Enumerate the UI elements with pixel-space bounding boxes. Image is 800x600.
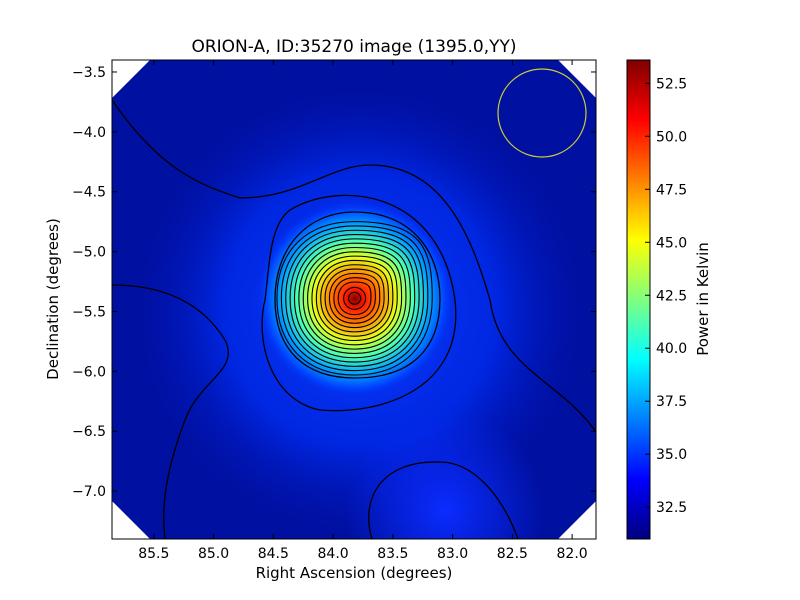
- colorbar-tick-label: 50.0: [656, 129, 687, 145]
- colorbar-tick-label: 37.5: [656, 394, 687, 410]
- contour-ring: [298, 242, 411, 354]
- contour-lines: [112, 99, 596, 539]
- contour-ring: [337, 281, 372, 316]
- y-axis: −3.5 −4.0 −4.5 −5.0 −5.5 −6.0 −6.5 −7.0: [72, 65, 596, 500]
- colorbar-tick-label: 40.0: [656, 341, 687, 357]
- colorbar-tick-label: 32.5: [656, 500, 687, 516]
- y-tick-label: −5.0: [72, 245, 106, 261]
- contour-ring: [302, 246, 407, 350]
- x-tick-label: 85.5: [138, 546, 169, 562]
- y-tick-label: −6.5: [72, 424, 106, 440]
- contour-ring: [333, 277, 376, 320]
- contour-ring: [285, 229, 425, 367]
- colorbar-tick-label: 45.0: [656, 235, 687, 251]
- y-tick-label: −6.0: [72, 364, 106, 380]
- contour-ring: [289, 234, 420, 363]
- colorbar: 32.5 35.0 37.5 40.0 42.5 45.0 47.5 50.0 52.5 Pow…: [626, 59, 712, 540]
- contour-ring: [276, 221, 433, 376]
- colorbar-tick-label: 52.5: [656, 76, 687, 92]
- contour-ring: [315, 259, 394, 337]
- colorbar-tick-label: 47.5: [656, 182, 687, 198]
- contour-ring: [280, 225, 429, 372]
- contour-ring: [307, 251, 403, 346]
- x-tick-label: 84.5: [258, 546, 289, 562]
- chart-title: ORION-A, ID:35270 image (1395.0,YY): [191, 37, 516, 57]
- colorbar-tick-label: 42.5: [656, 288, 687, 304]
- colorbar-gradient: [626, 59, 651, 540]
- contour-ring: [343, 286, 367, 310]
- contour-ring: [293, 238, 416, 359]
- colorbar-tick-label: 35.0: [656, 447, 687, 463]
- x-tick-label: 82.5: [497, 546, 528, 562]
- y-tick-label: −7.0: [72, 484, 106, 500]
- contour-ring: [328, 272, 381, 324]
- plot-frame: [111, 59, 597, 540]
- y-tick-label: −3.5: [72, 65, 106, 81]
- x-tick-label: 83.5: [377, 546, 408, 562]
- contour-ring: [324, 268, 385, 329]
- x-tick-label: 85.0: [198, 546, 229, 562]
- y-axis-label: Declination (degrees): [44, 218, 62, 380]
- heatmap-image: [112, 60, 596, 539]
- x-tick-label: 83.0: [437, 546, 468, 562]
- contour-ring: [311, 255, 398, 342]
- beam-circle: [497, 68, 587, 158]
- x-axis: 85.5 85.0 84.5 84.0 83.5 83.0 82.5 82.0: [138, 60, 588, 562]
- x-tick-label: 82.0: [557, 546, 588, 562]
- y-tick-label: −5.5: [72, 304, 106, 320]
- y-tick-label: −4.0: [72, 125, 106, 141]
- contour-ring: [348, 291, 362, 305]
- x-tick-label: 84.0: [318, 546, 349, 562]
- y-tick-label: −4.5: [72, 185, 106, 201]
- x-axis-label: Right Ascension (degrees): [256, 564, 453, 582]
- colorbar-label: Power in Kelvin: [694, 242, 712, 356]
- contour-ring: [320, 264, 390, 333]
